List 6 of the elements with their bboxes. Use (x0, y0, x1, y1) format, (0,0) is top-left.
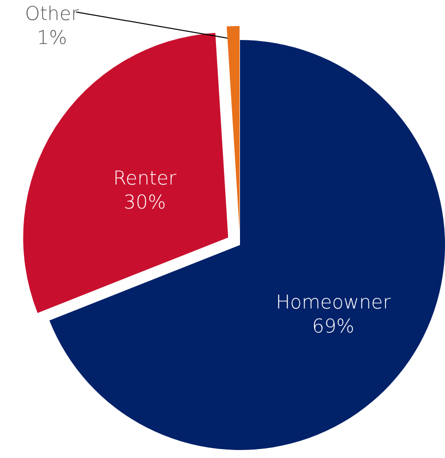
slice-label: Homeowner (276, 291, 391, 314)
data-label: 69% (312, 315, 354, 338)
data-label: 1% (36, 27, 68, 49)
data-label: 30% (124, 192, 166, 214)
slice-label: Renter (113, 168, 177, 190)
slice-label: Other (25, 3, 80, 25)
